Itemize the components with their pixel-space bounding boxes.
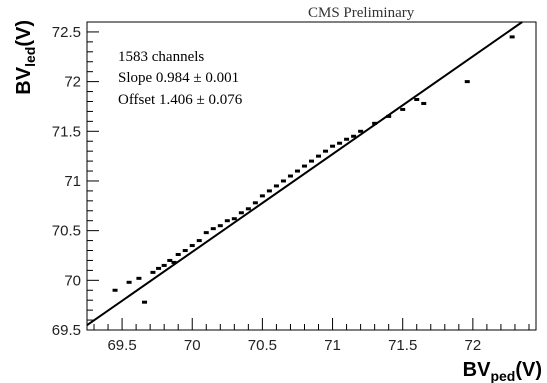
data-point xyxy=(287,174,293,178)
data-point xyxy=(161,263,167,267)
data-point xyxy=(344,137,350,141)
data-point xyxy=(337,141,343,145)
data-point xyxy=(224,219,230,223)
data-point xyxy=(330,144,336,148)
data-point xyxy=(464,80,470,84)
cms-preliminary-label: CMS Preliminary xyxy=(308,5,415,21)
fit-annotation-slope: Slope 0.984 ± 0.001 xyxy=(118,70,239,86)
data-point xyxy=(238,211,244,215)
data-point xyxy=(294,169,300,173)
data-point xyxy=(126,280,132,284)
x-axis-ticks: 69.5 70 70.5 71 71.5 72 xyxy=(93,318,530,354)
data-point xyxy=(266,189,272,193)
data-point xyxy=(203,231,209,235)
x-tick-label: 71 xyxy=(324,337,341,354)
plot-frame xyxy=(86,21,537,331)
fit-line xyxy=(86,21,523,327)
data-point xyxy=(189,244,195,248)
data-point xyxy=(182,249,188,253)
y-axis-ticks: 69.5 70 70.5 71 71.5 72 72.5 xyxy=(52,21,99,339)
y-tick-label: 71 xyxy=(64,173,81,190)
data-point xyxy=(231,217,237,221)
fit-annotation-channels: 1583 channels xyxy=(118,49,204,65)
x-tick-label: 69.5 xyxy=(107,337,136,354)
data-point xyxy=(150,270,156,274)
x-tick-label: 72 xyxy=(465,337,482,354)
data-point xyxy=(136,276,142,280)
y-tick-label: 69.5 xyxy=(52,322,81,339)
data-point xyxy=(259,194,265,198)
data-point xyxy=(156,266,162,270)
data-point xyxy=(421,101,427,105)
data-point xyxy=(400,107,406,111)
data-point xyxy=(217,224,223,228)
x-tick-label: 70 xyxy=(184,337,201,354)
data-point xyxy=(280,179,286,183)
data-point xyxy=(142,300,148,304)
x-tick-label: 71.5 xyxy=(388,337,417,354)
data-point xyxy=(252,201,258,205)
data-point xyxy=(210,227,216,231)
data-points xyxy=(112,35,515,304)
data-point xyxy=(316,154,322,158)
data-point xyxy=(414,97,420,101)
data-point xyxy=(323,149,329,153)
y-tick-label: 72 xyxy=(64,74,81,91)
data-point xyxy=(372,121,378,125)
data-point xyxy=(351,134,357,138)
data-point xyxy=(175,252,181,256)
fit-annotation-offset: Offset 1.406 ± 0.076 xyxy=(118,92,243,108)
y-tick-label: 71.5 xyxy=(52,123,81,140)
data-point xyxy=(167,258,173,262)
x-tick-label: 70.5 xyxy=(248,337,277,354)
x-axis-title: BVped(V) xyxy=(463,359,542,383)
data-point xyxy=(509,35,515,39)
data-point xyxy=(273,184,279,188)
data-point xyxy=(309,159,314,163)
y-tick-label: 70.5 xyxy=(52,223,81,240)
y-tick-label: 70 xyxy=(64,272,81,289)
data-point xyxy=(112,288,118,292)
data-point xyxy=(245,207,251,211)
data-point xyxy=(386,114,392,118)
data-point xyxy=(358,129,364,133)
y-axis-title: BVled(V) xyxy=(13,20,38,95)
data-point xyxy=(301,164,307,168)
y-tick-label: 72.5 xyxy=(52,24,81,41)
data-point xyxy=(171,260,177,264)
data-point xyxy=(196,239,202,243)
